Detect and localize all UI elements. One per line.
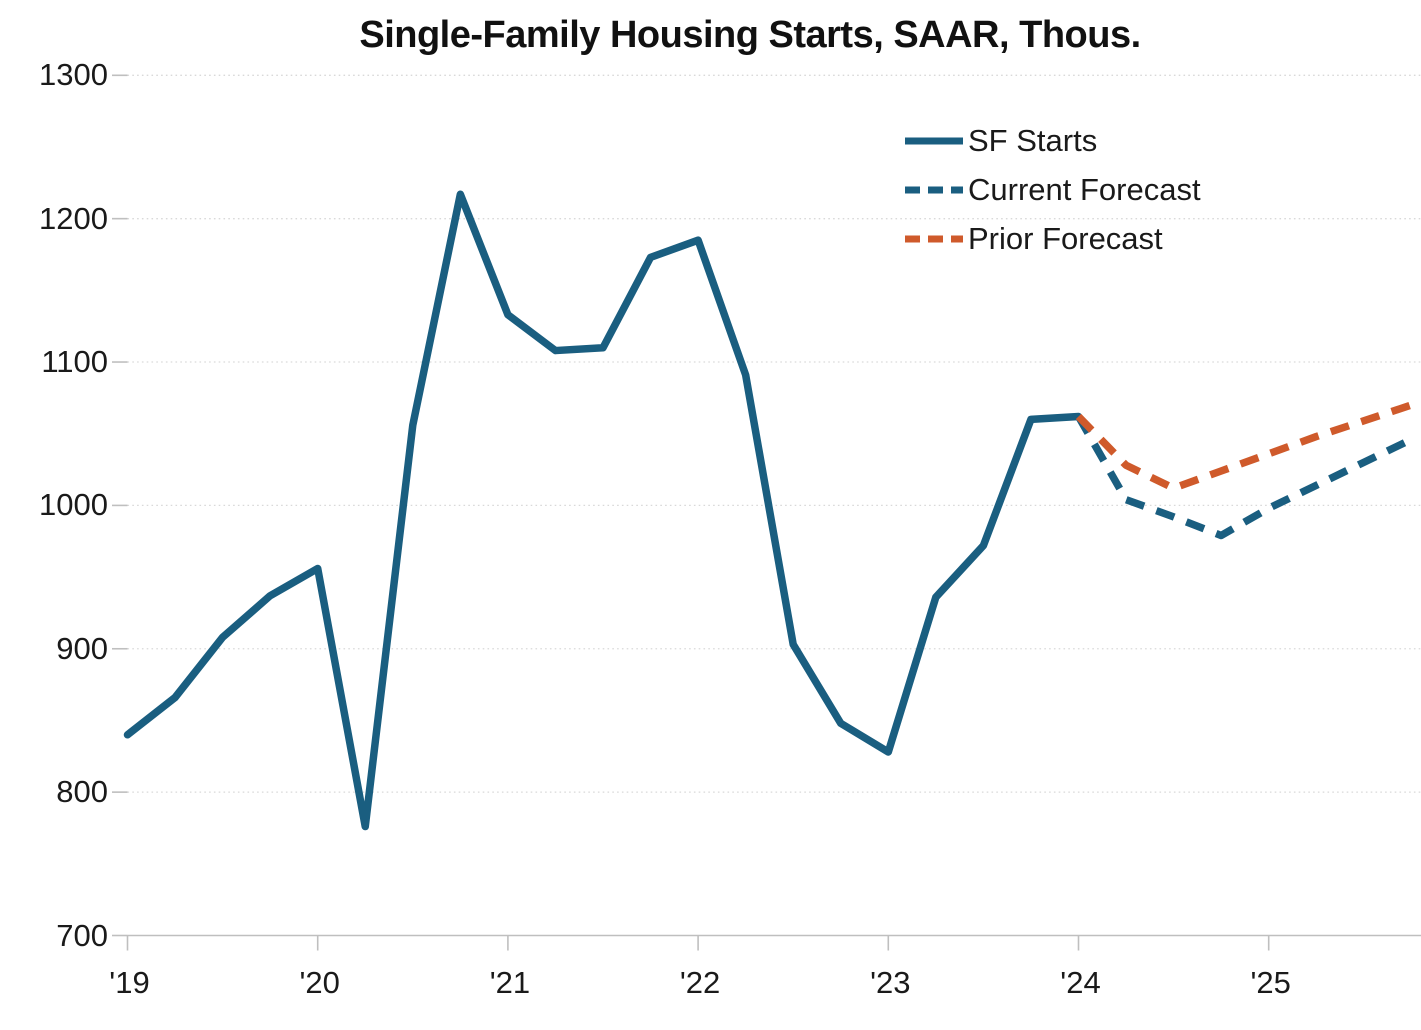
x-axis-label-19: '19 [109, 965, 150, 1000]
series-lines [123, 190, 1413, 831]
legend-label-sf-starts: SF Starts [968, 122, 1098, 158]
legend-swatch-dashed-line-icon [905, 235, 963, 242]
legend-label-prior-forecast: Prior Forecast [968, 220, 1163, 256]
series-line-current-forecast [1075, 414, 1413, 540]
x-axis-label-25: '25 [1250, 965, 1291, 1000]
x-axis-label-23: '23 [870, 965, 911, 1000]
legend: SF Starts Current Forecast Prior Forecas… [903, 116, 1201, 263]
legend-swatch-solid-line-icon [905, 137, 963, 144]
axes [112, 74, 1421, 951]
legend-item-prior-forecast: Prior Forecast [903, 214, 1201, 263]
chart-title: Single-Family Housing Starts, SAAR, Thou… [359, 14, 1141, 56]
x-axis-label-20: '20 [299, 965, 340, 1000]
series-line-prior-forecast [1075, 401, 1413, 492]
x-axis-label-24: '24 [1060, 965, 1101, 1000]
legend-item-sf-starts: SF Starts [903, 116, 1201, 165]
y-axis-label-700: 700 [56, 917, 108, 953]
legend-label-current-forecast: Current Forecast [968, 171, 1201, 207]
y-axis-label-1200: 1200 [39, 200, 108, 236]
y-axis-label-1300: 1300 [39, 57, 108, 93]
gridlines [127, 74, 1421, 793]
y-axis-label-900: 900 [56, 630, 108, 666]
x-axis-label-22: '22 [679, 965, 721, 1000]
legend-swatch-dashed-line-icon [905, 186, 963, 193]
x-axis-label-21: '21 [489, 965, 531, 1000]
y-axis-label-800: 800 [56, 774, 108, 810]
series-line-sf-starts [123, 190, 1083, 831]
y-axis-label-1000: 1000 [39, 487, 108, 523]
legend-item-current-forecast: Current Forecast [903, 165, 1201, 214]
y-axis-label-1100: 1100 [41, 344, 108, 380]
